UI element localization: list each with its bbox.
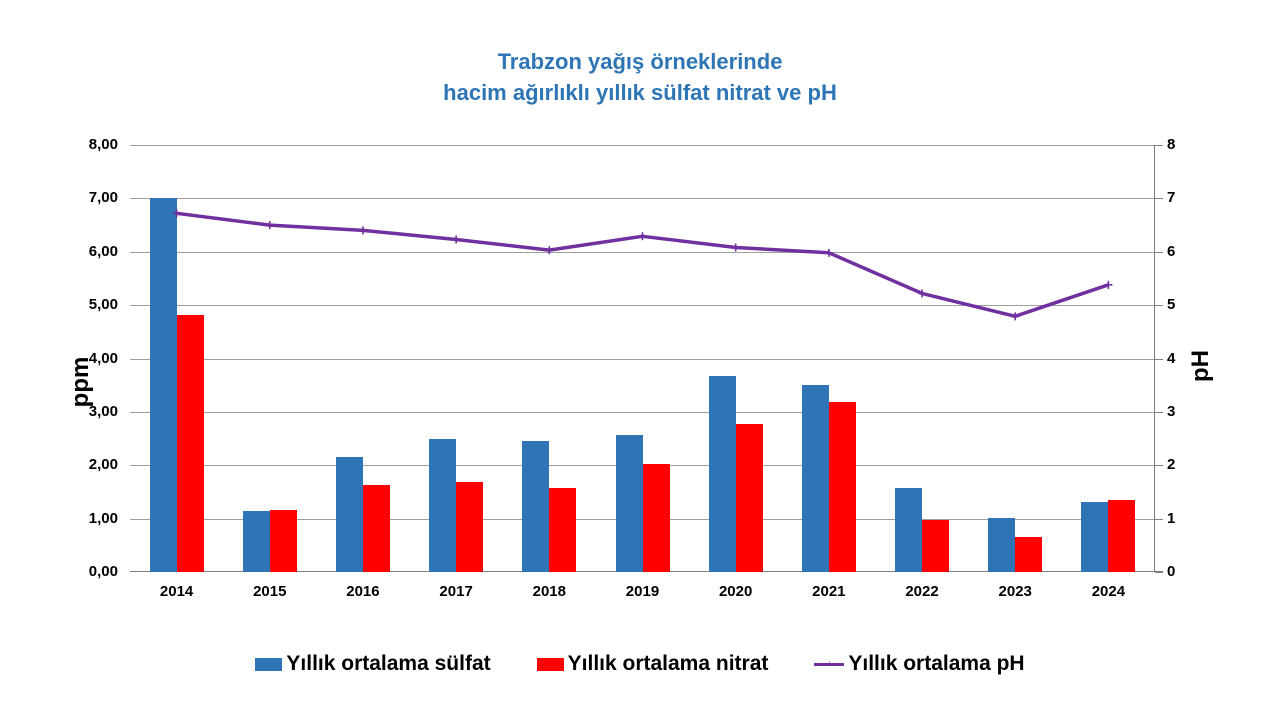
right-axis-tick [1155,305,1163,307]
ph-marker-2022 [918,289,927,298]
ph-marker-2016 [358,226,367,235]
left-tick-label: 5,00 [88,296,118,314]
ph-marker-2023 [1011,312,1020,321]
right-axis-tick [1155,411,1163,413]
bar-nitrate-2021 [828,402,856,572]
legend-label: Yıllık ortalama sülfat [286,652,491,675]
x-tick-label-2015: 2015 [253,583,287,600]
gridline [130,145,1155,146]
legend: Yıllık ortalama sülfat Yıllık ortalama ni… [0,652,1280,676]
ph-line [176,211,1109,319]
right-tick-label: 0 [1167,563,1176,580]
right-axis-tick [1155,145,1163,146]
bar-sulfate-2019 [615,435,643,572]
ph-marker-2018 [545,246,554,255]
gridline [130,251,1155,253]
bar-sulfate-2023 [988,518,1016,572]
right-axis-tick [1155,465,1163,467]
right-axis-tick [1155,358,1163,360]
bar-sulfate-2024 [1081,502,1109,572]
right-tick-label: 6 [1167,242,1176,260]
bar-nitrate-2018 [549,488,577,572]
ph-marker-2019 [638,232,647,241]
legend-swatch-line: + [814,658,845,671]
x-tick-label-2022: 2022 [905,583,939,600]
right-tick-label: 5 [1167,296,1176,314]
x-tick-label-2014: 2014 [159,583,194,600]
legend-swatch-bar [536,657,564,671]
bar-nitrate-2015 [269,510,297,572]
bar-nitrate-2017 [456,482,484,572]
ph-marker-2020 [731,243,740,252]
left-tick-label: 6,00 [88,242,118,260]
bar-nitrate-2022 [922,520,950,572]
right-tick-label: 8 [1167,136,1176,153]
bar-nitrate-2016 [362,485,390,572]
chart-title-line1: Trabzon yağış örneklerinde [497,49,783,74]
x-tick-label-2021: 2021 [812,583,846,600]
bar-sulfate-2016 [335,456,363,572]
gridline [130,411,1155,413]
left-tick-label: 3,00 [88,402,118,420]
bar-sulfate-2015 [242,511,270,572]
bar-sulfate-2022 [895,487,923,572]
plot-area [130,145,1163,573]
x-tick-label-2024: 2024 [1091,583,1126,600]
left-tick-label: 2,00 [88,456,118,474]
gridline [130,358,1155,360]
bar-nitrate-2023 [1015,537,1043,572]
right-tick-label: 1 [1167,509,1176,527]
bar-sulfate-2017 [429,438,457,572]
ph-line-layer [172,209,1113,321]
right-axis-tick [1155,518,1163,520]
bar-nitrate-2024 [1108,499,1136,572]
left-tick-label: 8,00 [88,136,118,153]
gridline [130,198,1155,200]
chart-title-line2: hacim ağırlıklı yıllık sülfat nitrat ve … [443,80,837,105]
right-axis-line [1154,145,1155,572]
x-tick-label-2018: 2018 [532,583,566,600]
x-tick-label-2019: 2019 [625,583,660,600]
ph-marker-2015 [265,221,274,230]
gridline [130,305,1155,307]
left-tick-label: 1,00 [88,509,118,527]
legend-label: Yıllık ortalama nitrat [567,652,769,675]
left-tick-label: 0,00 [88,563,118,580]
left-tick-label: 4,00 [88,349,118,367]
ph-marker-2024 [1104,280,1113,289]
ph-marker-2017 [452,235,461,244]
legend-item-0: Yıllık ortalama sülfat [255,652,491,676]
bar-sulfate-2018 [522,440,550,572]
legend-swatch-bar [255,657,283,671]
right-axis-tick [1155,251,1163,253]
legend-line-marker: + [826,658,832,669]
ph-marker-2014 [172,209,181,218]
bar-sulfate-2020 [708,375,736,572]
right-tick-label: 2 [1167,456,1176,474]
x-tick-label-2017: 2017 [439,583,473,600]
ph-marker-2021 [824,248,833,257]
right-tick-label: 7 [1167,189,1176,207]
right-axis-tick [1155,572,1163,573]
right-axis-tick [1155,198,1163,200]
bar-sulfate-2014 [149,198,177,572]
bar-nitrate-2020 [735,424,763,572]
bar-sulfate-2021 [801,384,829,572]
bar-nitrate-2019 [642,464,670,572]
x-tick-label-2020: 2020 [718,583,753,600]
legend-item-1: Yıllık ortalama nitrat [536,652,769,676]
chart-title: Trabzon yağış örneklerinde hacim ağırlık… [0,46,1280,108]
legend-label: Yıllık ortalama pH [848,652,1025,675]
x-tick-label-2016: 2016 [346,583,380,600]
x-tick-label-2023: 2023 [998,583,1032,600]
right-tick-label: 3 [1167,402,1176,420]
legend-item-2: + Yıllık ortalama pH [814,652,1025,676]
right-tick-label: 4 [1167,349,1176,367]
legend-line-segment [814,662,845,666]
left-tick-label: 7,00 [88,189,118,207]
bar-nitrate-2014 [176,315,204,572]
